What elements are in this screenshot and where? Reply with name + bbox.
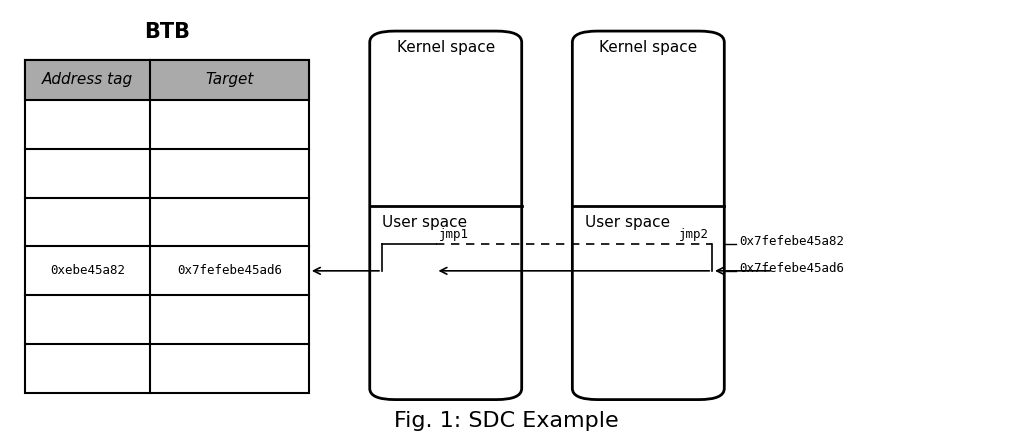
Polygon shape bbox=[25, 60, 309, 100]
Text: Fig. 1: SDC Example: Fig. 1: SDC Example bbox=[394, 411, 619, 431]
Text: 0x7fefebe45ad6: 0x7fefebe45ad6 bbox=[177, 264, 282, 278]
Text: 0x7fefebe45a82: 0x7fefebe45a82 bbox=[739, 235, 845, 249]
Text: jmp2: jmp2 bbox=[679, 228, 709, 241]
Text: BTB: BTB bbox=[144, 22, 190, 42]
Text: Kernel space: Kernel space bbox=[600, 40, 697, 55]
Text: User space: User space bbox=[382, 215, 467, 230]
Text: User space: User space bbox=[585, 215, 670, 230]
Text: Kernel space: Kernel space bbox=[397, 40, 494, 55]
Text: jmp1: jmp1 bbox=[439, 228, 469, 241]
Text: Target: Target bbox=[206, 72, 253, 87]
Text: 0x7fefebe45ad6: 0x7fefebe45ad6 bbox=[739, 262, 845, 275]
Text: 0xebe45a82: 0xebe45a82 bbox=[50, 264, 126, 278]
Text: Address tag: Address tag bbox=[43, 72, 133, 87]
